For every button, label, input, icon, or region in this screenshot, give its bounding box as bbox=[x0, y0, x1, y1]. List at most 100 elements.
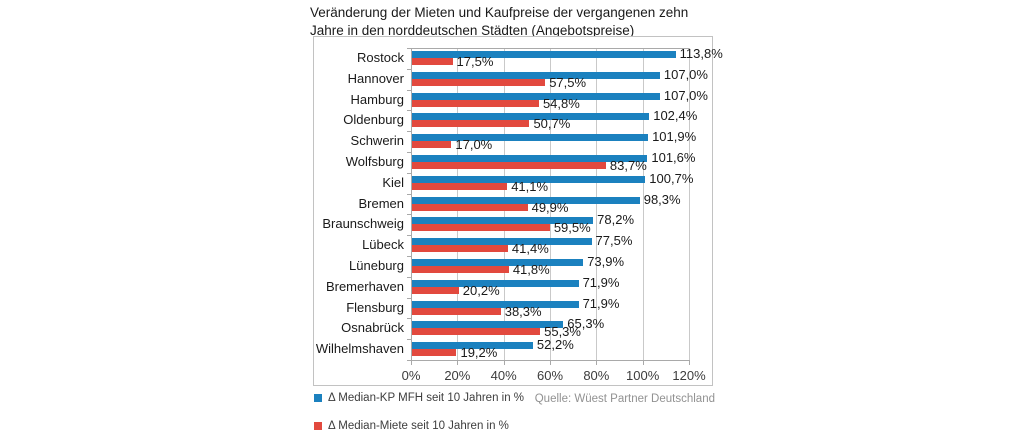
kp-value-label: 52,2% bbox=[536, 337, 574, 353]
miete-value-label: 55,3% bbox=[544, 324, 581, 340]
miete-value-label: 49,9% bbox=[531, 199, 569, 215]
x-axis-tick bbox=[596, 360, 598, 365]
chart-title-line1: Veränderung der Mieten und Kaufpreise de… bbox=[310, 5, 689, 20]
kp-bar bbox=[412, 71, 660, 79]
x-tick-label: 40% bbox=[490, 368, 517, 383]
plot-top-border bbox=[411, 48, 689, 49]
kp-bar bbox=[412, 175, 646, 183]
miete-bar bbox=[412, 99, 539, 107]
kp-value-label: 73,9% bbox=[587, 254, 625, 269]
category-label: Lüneburg bbox=[349, 258, 404, 273]
kp-bar bbox=[412, 155, 648, 162]
kp-value-label: 100,7% bbox=[649, 170, 694, 186]
kp-bar bbox=[412, 342, 533, 350]
y-axis-tick bbox=[407, 297, 411, 299]
miete-bar bbox=[412, 78, 546, 86]
chart-title-line2: Jahre in den norddeutschen Städten (Ange… bbox=[310, 23, 635, 38]
kp-value-label: 113,8% bbox=[679, 46, 723, 61]
y-axis-tick bbox=[407, 193, 411, 195]
x-axis-line bbox=[411, 360, 689, 361]
x-tick-label: 20% bbox=[444, 368, 471, 383]
kp-value-label: 102,4% bbox=[653, 108, 698, 124]
y-axis-tick bbox=[407, 235, 411, 237]
kp-value-label: 107,0% bbox=[663, 66, 708, 82]
category-label: Bremen bbox=[358, 195, 404, 211]
miete-value-label: 54,8% bbox=[542, 95, 580, 111]
kp-value-label: 101,9% bbox=[652, 129, 697, 145]
kp-value-label: 65,3% bbox=[567, 316, 605, 332]
kp-bar bbox=[412, 279, 579, 287]
y-axis-tick bbox=[407, 256, 411, 257]
y-axis-tick bbox=[407, 318, 411, 320]
legend-item-miete: Δ Median-Miete seit 10 Jahren in % bbox=[314, 420, 509, 432]
miete-value-label: 19,2% bbox=[460, 345, 498, 361]
chart-title: Veränderung der Mieten und Kaufpreise de… bbox=[310, 4, 740, 40]
x-axis-tick bbox=[411, 360, 412, 365]
kp-bar bbox=[412, 92, 660, 100]
miete-value-label: 57,5% bbox=[549, 74, 587, 90]
kp-bar bbox=[412, 300, 579, 308]
kp-value-label: 101,6% bbox=[651, 150, 696, 165]
kp-value-label: 77,5% bbox=[595, 233, 633, 249]
y-axis-tick bbox=[407, 276, 411, 278]
plot-area: 0% 20% 40% 60% 80% 100% 120% Rostock 113,8% 17,5%… bbox=[313, 36, 723, 386]
y-axis-tick bbox=[407, 214, 411, 216]
x-axis-tick bbox=[642, 360, 644, 365]
y-axis-tick bbox=[407, 152, 411, 153]
x-tick-label: 80% bbox=[583, 368, 610, 383]
category-label: Kiel bbox=[382, 174, 404, 190]
gridline bbox=[642, 48, 644, 360]
miete-bar bbox=[412, 224, 550, 232]
y-axis-tick bbox=[407, 172, 411, 174]
legend-item-kp: Δ Median-KP MFH seit 10 Jahren in % bbox=[314, 392, 524, 404]
category-label: Oldenburg bbox=[343, 112, 404, 128]
miete-value-label: 41,4% bbox=[511, 241, 549, 257]
kp-bar bbox=[412, 113, 650, 121]
kp-bar bbox=[412, 134, 649, 142]
gridline bbox=[550, 48, 551, 360]
miete-value-label: 17,5% bbox=[456, 54, 494, 69]
category-label: Flensburg bbox=[346, 299, 404, 315]
y-axis-tick bbox=[407, 110, 411, 112]
miete-value-label: 41,8% bbox=[512, 262, 550, 277]
miete-value-label: 50,7% bbox=[533, 116, 571, 132]
category-label: Hannover bbox=[347, 70, 404, 86]
miete-bar bbox=[412, 245, 508, 253]
gridline bbox=[596, 48, 598, 360]
y-axis-tick bbox=[407, 48, 411, 49]
miete-bar bbox=[412, 328, 541, 336]
y-axis-tick bbox=[407, 360, 411, 361]
category-label: Rostock bbox=[357, 50, 404, 65]
x-tick-label: 120% bbox=[672, 368, 706, 383]
miete-value-label: 17,0% bbox=[455, 137, 493, 153]
miete-bar bbox=[412, 307, 501, 315]
category-label: Wolfsburg bbox=[345, 154, 404, 169]
category-label: Braunschweig bbox=[322, 216, 404, 232]
miete-value-label: 20,2% bbox=[462, 282, 500, 298]
miete-value-label: 41,1% bbox=[511, 178, 549, 194]
y-axis-tick bbox=[407, 131, 411, 133]
kp-bar bbox=[412, 259, 584, 266]
miete-value-label: 59,5% bbox=[553, 220, 591, 236]
y-axis-tick bbox=[407, 339, 411, 341]
x-tick-label: 0% bbox=[401, 368, 421, 383]
miete-bar bbox=[412, 203, 528, 211]
y-axis-tick bbox=[407, 89, 411, 91]
miete-bar bbox=[412, 162, 606, 169]
category-label: Osnabrück bbox=[341, 320, 404, 336]
y-axis-tick bbox=[407, 68, 411, 70]
category-label: Hamburg bbox=[350, 91, 404, 107]
category-label: Wilhelmshaven bbox=[315, 341, 404, 357]
kp-bar bbox=[412, 217, 594, 225]
kp-value-label: 98,3% bbox=[643, 191, 681, 207]
y-axis-line bbox=[411, 48, 412, 361]
kp-bar bbox=[412, 321, 564, 329]
legend-swatch-kp bbox=[314, 394, 322, 402]
kp-value-label: 71,9% bbox=[582, 274, 620, 290]
x-axis-tick bbox=[689, 360, 690, 365]
x-axis-tick bbox=[457, 360, 459, 365]
x-tick-label: 100% bbox=[626, 368, 660, 383]
miete-bar bbox=[412, 120, 530, 128]
x-tick-label: 60% bbox=[536, 368, 564, 383]
